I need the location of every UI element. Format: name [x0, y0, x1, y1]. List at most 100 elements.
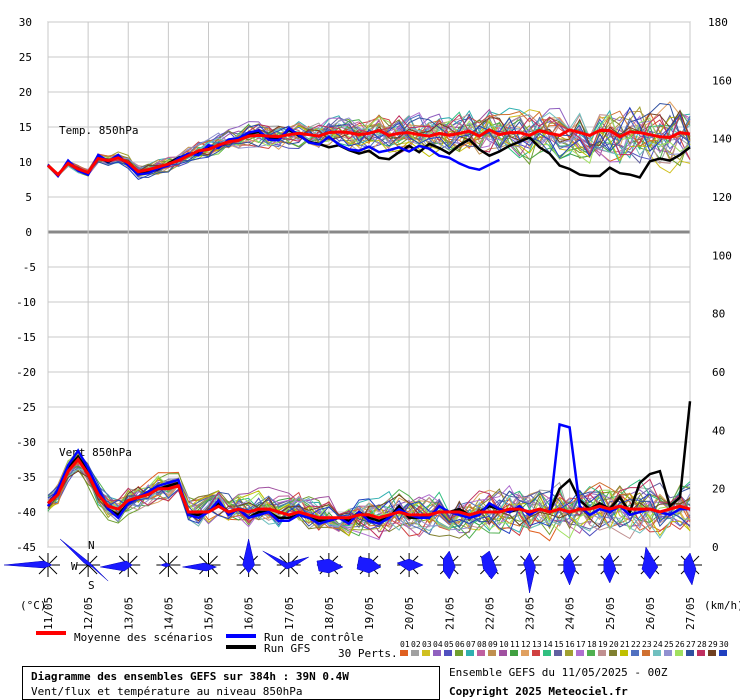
pert-number: 10	[499, 640, 509, 649]
x-tick-label: 11/05	[42, 597, 55, 630]
right-unit-label: (km/h)	[704, 599, 740, 612]
pert-swatch	[433, 650, 441, 656]
x-tick-label: 13/05	[122, 597, 135, 630]
upper-panel-label: Temp. 850hPa	[59, 124, 138, 137]
y-tick-left: 25	[19, 51, 32, 64]
series-mean-temp	[46, 128, 691, 177]
wind-rose-petals	[603, 552, 617, 584]
y-tick-left: -25	[16, 401, 36, 414]
pert-number: 07	[466, 640, 476, 649]
compass-s: S	[88, 579, 95, 592]
pert-number: 18	[587, 640, 597, 649]
pert-swatch	[499, 650, 507, 656]
wind-rose-petals	[641, 546, 659, 580]
pert-swatch	[565, 650, 573, 656]
pert-swatch	[708, 650, 716, 656]
left-unit-label: (°C)	[20, 599, 47, 612]
copyright: Copyright 2025 Meteociel.fr	[449, 685, 628, 698]
y-tick-left: -5	[23, 261, 36, 274]
pert-number: 25	[664, 640, 674, 649]
legend-control-label: Run de contrôle	[264, 631, 364, 644]
wind-rose-petals	[59, 538, 109, 582]
pert-swatch	[411, 650, 419, 656]
x-tick-label: 14/05	[162, 597, 175, 630]
member-wind-line	[47, 468, 691, 539]
y-tick-left: -30	[16, 436, 36, 449]
wind-rose-petals	[242, 538, 255, 574]
pert-number: 28	[697, 640, 707, 649]
member-temp-line	[47, 109, 691, 175]
chart-title: Diagramme des ensembles GEFS sur 384h : …	[31, 670, 349, 683]
title-box: Diagramme des ensembles GEFS sur 384h : …	[22, 666, 440, 700]
pert-number: 30	[719, 640, 729, 649]
pert-swatch	[664, 650, 672, 656]
x-tick-label: 16/05	[243, 597, 256, 630]
wind-rose-petals	[100, 560, 133, 572]
x-tick-label: 25/05	[604, 597, 617, 630]
pert-number: 13	[532, 640, 542, 649]
pert-swatch	[642, 650, 650, 656]
pert-number: 24	[653, 640, 663, 649]
pert-swatch	[455, 650, 463, 656]
pert-number: 01	[400, 640, 410, 649]
y-tick-left: 10	[19, 156, 32, 169]
pert-number: 02	[411, 640, 421, 649]
pert-number: 17	[576, 640, 586, 649]
pert-swatch	[444, 650, 452, 656]
wind-rose-petals	[563, 552, 576, 586]
x-tick-label: 23/05	[524, 597, 537, 630]
x-tick-label: 19/05	[363, 597, 376, 630]
pert-swatch	[686, 650, 694, 656]
y-tick-left: -15	[16, 331, 36, 344]
pert-number: 12	[521, 640, 531, 649]
member-temp-line	[47, 106, 691, 180]
pert-number: 08	[477, 640, 487, 649]
wind-rose-petals	[159, 562, 171, 568]
y-tick-right: 40	[712, 424, 725, 437]
y-tick-right: 160	[712, 74, 732, 87]
y-tick-left: 30	[19, 16, 32, 29]
pert-swatch	[653, 650, 661, 656]
pert-swatch	[510, 650, 518, 656]
pert-swatch	[675, 650, 683, 656]
wind-rose-petals	[523, 552, 536, 594]
pert-number: 23	[642, 640, 652, 649]
x-tick-label: 27/05	[684, 597, 697, 630]
legend-gfs-label: Run GFS	[264, 642, 311, 655]
pert-swatch	[587, 650, 595, 656]
legend-perts-label: 30 Perts.	[338, 647, 398, 660]
pert-swatch	[576, 650, 584, 656]
pert-swatch	[477, 650, 485, 656]
x-tick-label: 12/05	[82, 597, 95, 630]
legend-control-swatch	[226, 634, 256, 638]
x-tick-label: 22/05	[483, 597, 496, 630]
x-tick-label: 24/05	[564, 597, 577, 630]
compass-n: N	[88, 539, 95, 552]
y-tick-left: 5	[25, 191, 32, 204]
run-info: Ensemble GEFS du 11/05/2025 - 00Z	[449, 666, 668, 679]
pert-swatch	[697, 650, 705, 656]
y-tick-right: 20	[712, 483, 725, 496]
pert-number: 20	[609, 640, 619, 649]
wind-rose-petals	[3, 560, 53, 569]
pert-number: 22	[631, 640, 641, 649]
y-tick-right: 0	[712, 541, 719, 554]
wind-rose-petals	[443, 550, 456, 580]
pert-number: 05	[444, 640, 454, 649]
y-tick-left: -40	[16, 506, 36, 519]
x-tick-label: 15/05	[203, 597, 216, 630]
pert-swatch	[400, 650, 408, 656]
wind-rose-petals	[316, 558, 344, 574]
y-tick-right: 60	[712, 366, 725, 379]
y-tick-right: 140	[712, 133, 732, 146]
legend-mean-label: Moyenne des scénarios	[74, 631, 214, 644]
y-tick-left: -10	[16, 296, 36, 309]
pert-swatch	[488, 650, 496, 656]
pert-swatch	[532, 650, 540, 656]
x-tick-label: 26/05	[644, 597, 657, 630]
pert-swatch	[598, 650, 606, 656]
pert-swatch	[554, 650, 562, 656]
pert-swatch	[620, 650, 628, 656]
y-tick-left: -45	[16, 541, 36, 554]
